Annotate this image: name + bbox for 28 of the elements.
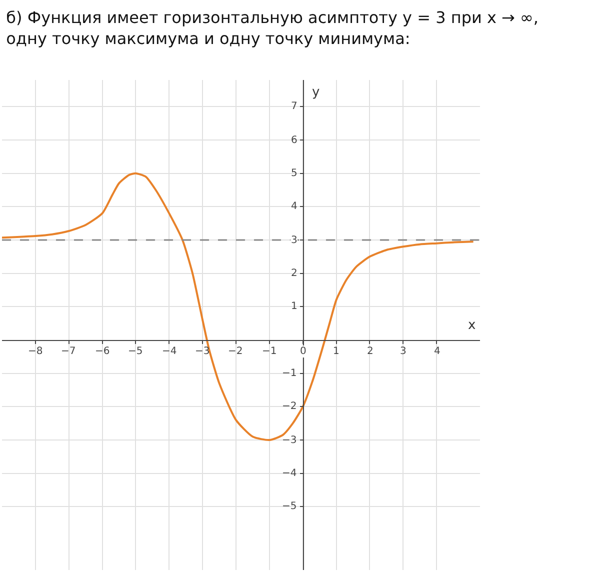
x-tick-label: −3	[195, 346, 210, 357]
y-tick-label: 1	[291, 301, 298, 312]
y-tick-label: 3	[291, 235, 298, 246]
y-tick-label: 5	[291, 168, 298, 179]
y-tick-label: 7	[291, 101, 298, 112]
y-tick-label: −3	[282, 435, 297, 446]
x-tick-label: −1	[262, 346, 277, 357]
y-tick-label: 6	[291, 135, 298, 146]
x-tick-label: −8	[28, 346, 43, 357]
x-tick-label: 4	[434, 346, 440, 357]
y-tick-label: −5	[282, 501, 297, 512]
x-tick-label: −5	[128, 346, 143, 357]
x-tick-label: 2	[367, 346, 374, 357]
x-tick-label: −2	[228, 346, 243, 357]
y-tick-label: −4	[282, 468, 297, 479]
chart-title: б) Функция имеет горизонтальную асимптоту y = 3 при x → ∞, одну точку максимума и одну точку минимума:	[6, 8, 538, 48]
x-tick-label: 3	[400, 346, 406, 357]
x-tick-label: −7	[61, 346, 76, 357]
x-tick-label: 0	[300, 346, 306, 357]
y-tick-label: 4	[291, 201, 298, 212]
x-tick-label: −6	[95, 346, 110, 357]
x-axis-title: x	[468, 318, 476, 333]
y-axis-title: y	[312, 85, 320, 100]
x-tick-label: 1	[333, 346, 340, 357]
y-tick-label: −1	[282, 368, 297, 379]
y-tick-label: 2	[291, 268, 298, 279]
x-tick-label: −4	[162, 346, 177, 357]
y-tick-label: −2	[282, 401, 297, 412]
